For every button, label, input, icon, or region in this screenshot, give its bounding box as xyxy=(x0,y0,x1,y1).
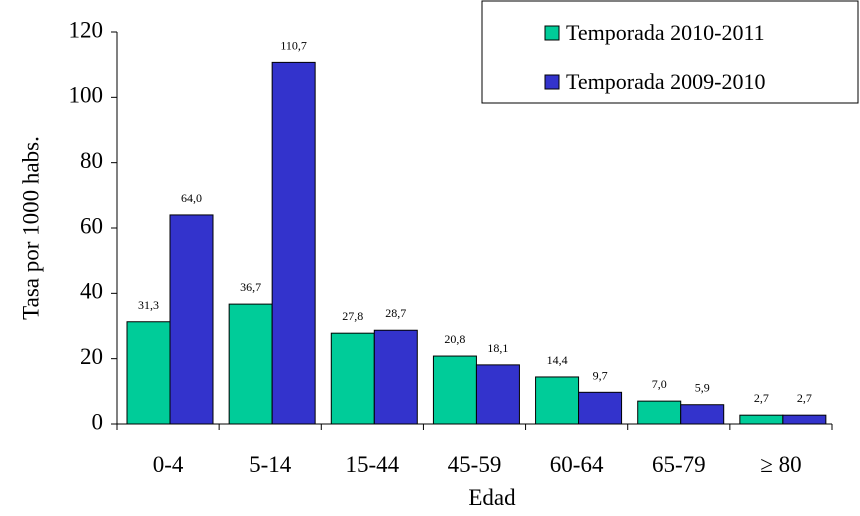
plot-area: 31,3 64,0 36,7 110,7 27,8 28,7 20,8 18,1 14,4 9,7… xyxy=(126,38,827,425)
data-label: 18,1 xyxy=(487,341,508,355)
data-label: 36,7 xyxy=(240,280,261,294)
y-tick-label: 100 xyxy=(69,83,104,108)
y-axis-title: Tasa por 1000 habs. xyxy=(18,136,43,320)
x-axis-title: Edad xyxy=(468,485,516,510)
bar-2009-2010 xyxy=(271,61,316,425)
x-tick-label: 65-79 xyxy=(652,452,706,477)
y-tick-label: 40 xyxy=(80,279,103,304)
y-axis-ticks: 0 20 40 60 80 100 120 xyxy=(69,17,117,434)
x-tick-label: 15-44 xyxy=(346,452,400,477)
y-tick-label: 20 xyxy=(80,344,103,369)
x-tick-label: ≥ 80 xyxy=(760,452,801,477)
bar-2009-2010 xyxy=(578,391,623,425)
bar-2010-2011 xyxy=(637,400,682,425)
y-tick-label: 120 xyxy=(69,17,104,42)
x-tick-label: 0-4 xyxy=(153,452,184,477)
data-label: 9,7 xyxy=(593,368,608,382)
data-label: 20,8 xyxy=(444,332,465,346)
legend-label-2010-2011: Temporada 2010-2011 xyxy=(566,20,765,45)
x-tick-label: 60-64 xyxy=(550,452,604,477)
legend-swatch-2010-2011 xyxy=(544,25,560,41)
bar-2009-2010 xyxy=(475,364,520,425)
data-label: 31,3 xyxy=(138,298,159,312)
data-label: 110,7 xyxy=(280,38,307,52)
bar-2009-2010 xyxy=(373,329,418,425)
bar-2010-2011 xyxy=(330,332,375,425)
legend-label-2009-2010: Temporada 2009-2010 xyxy=(566,69,765,94)
x-tick-label: 5-14 xyxy=(249,452,292,477)
bar-2009-2010 xyxy=(680,404,725,425)
data-label: 2,7 xyxy=(797,391,812,405)
data-label: 27,8 xyxy=(342,309,363,323)
legend: Temporada 2010-2011 Temporada 2009-2010 xyxy=(481,0,859,104)
bar-2010-2011 xyxy=(739,414,784,425)
bar-2010-2011 xyxy=(126,321,171,425)
bar-2010-2011 xyxy=(535,376,580,425)
bar-2009-2010 xyxy=(169,214,214,425)
data-label: 14,4 xyxy=(547,353,568,367)
data-label: 5,9 xyxy=(695,381,710,395)
x-axis-ticks: 0-4 5-14 15-44 45-59 60-64 65-79 ≥ 80 xyxy=(116,424,833,477)
data-label: 2,7 xyxy=(754,391,769,405)
bar-2010-2011 xyxy=(432,355,477,425)
y-tick-label: 0 xyxy=(92,409,104,434)
legend-swatch-2009-2010 xyxy=(544,74,560,90)
x-tick-label: 45-59 xyxy=(448,452,502,477)
data-label: 7,0 xyxy=(652,377,667,391)
y-tick-label: 80 xyxy=(80,148,103,173)
data-label: 28,7 xyxy=(385,306,406,320)
bar-2009-2010 xyxy=(782,414,827,425)
data-label: 64,0 xyxy=(181,191,202,205)
bar-2010-2011 xyxy=(228,303,273,425)
y-tick-label: 60 xyxy=(80,213,103,238)
